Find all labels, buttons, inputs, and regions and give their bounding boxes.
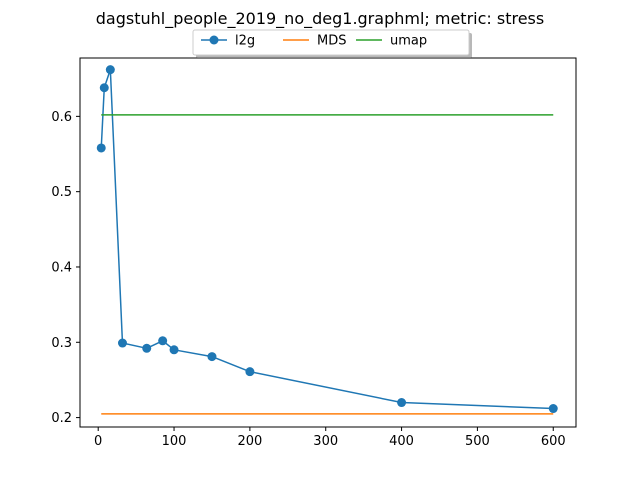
data-point-l2g xyxy=(548,404,558,414)
y-tick-label: 0.6 xyxy=(51,110,72,125)
data-point-l2g xyxy=(105,65,115,75)
data-point-l2g xyxy=(397,398,407,408)
legend-label-l2g: l2g xyxy=(235,34,255,49)
x-tick-label: 500 xyxy=(465,434,490,449)
x-axis: 0 100 200 300 400 500 600 xyxy=(94,427,566,449)
y-tick-label: 0.3 xyxy=(51,336,72,351)
legend-box xyxy=(192,29,470,56)
x-tick-label: 100 xyxy=(162,434,187,449)
data-point-l2g xyxy=(245,367,255,377)
legend-marker-l2g xyxy=(209,35,219,45)
y-axis: 0.2 0.3 0.4 0.5 0.6 xyxy=(51,110,80,426)
data-point-l2g xyxy=(142,343,152,353)
data-point-l2g xyxy=(169,345,179,355)
data-point-l2g xyxy=(117,338,127,348)
series-layer xyxy=(96,65,558,415)
x-tick-label: 400 xyxy=(389,434,414,449)
legend: l2g MDS umap xyxy=(192,29,472,58)
x-tick-label: 200 xyxy=(237,434,262,449)
y-tick-label: 0.2 xyxy=(51,411,72,426)
data-point-l2g xyxy=(99,83,109,93)
legend-label-mds: MDS xyxy=(317,34,346,49)
legend-label-umap: umap xyxy=(390,34,427,49)
chart-title: dagstuhl_people_2019_no_deg1.graphml; me… xyxy=(96,9,544,29)
data-point-l2g xyxy=(158,336,168,346)
x-tick-label: 0 xyxy=(94,434,102,449)
x-tick-label: 300 xyxy=(313,434,338,449)
legend-entries: l2g MDS umap xyxy=(201,34,427,49)
y-tick-label: 0.5 xyxy=(51,185,72,200)
x-tick-label: 600 xyxy=(541,434,566,449)
data-point-l2g xyxy=(207,352,217,362)
y-tick-label: 0.4 xyxy=(51,260,72,275)
data-point-l2g xyxy=(96,143,106,153)
